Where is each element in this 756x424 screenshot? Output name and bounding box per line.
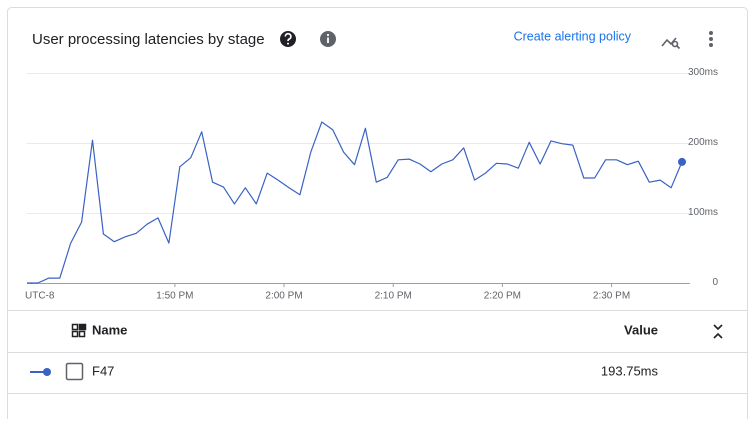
y-tick-label: 200ms <box>688 137 718 148</box>
last-point <box>678 157 686 166</box>
x-tick-label: 2:30 PM <box>593 291 630 302</box>
legend-dot <box>43 368 51 376</box>
x-tick-label: 2:00 PM <box>265 291 302 302</box>
expand-icon[interactable] <box>713 324 723 339</box>
create-alert-link[interactable]: Create alerting policy <box>514 29 632 43</box>
series-name: F47 <box>92 363 114 378</box>
row-checkbox[interactable] <box>65 362 84 381</box>
explore-icon[interactable] <box>661 37 681 50</box>
x-tick-label: 2:20 PM <box>484 291 521 302</box>
help-icon[interactable] <box>280 31 296 47</box>
widget-title: User processing latencies by stage <box>32 31 265 48</box>
legend-swatch <box>30 368 51 376</box>
columns-icon[interactable] <box>71 323 87 338</box>
x-tick-label: 2:10 PM <box>375 291 412 302</box>
y-tick-label: 100ms <box>688 207 718 218</box>
header-name: Name <box>92 322 127 337</box>
timezone-label: UTC-8 <box>25 291 55 302</box>
plot: 0 100ms 200ms 300ms UTC-8 1:50 PM 2:00 PM 2:10 … <box>25 67 718 302</box>
series-value: 193.75ms <box>601 363 659 378</box>
y-tick-label: 300ms <box>688 67 718 78</box>
header-value: Value <box>624 322 658 337</box>
more-icon[interactable] <box>709 31 713 47</box>
y-tick-label: 0 <box>712 277 718 288</box>
series-line <box>27 121 683 284</box>
info-icon[interactable] <box>320 31 336 47</box>
card <box>7 7 748 424</box>
x-tick-label: 1:50 PM <box>156 291 193 302</box>
